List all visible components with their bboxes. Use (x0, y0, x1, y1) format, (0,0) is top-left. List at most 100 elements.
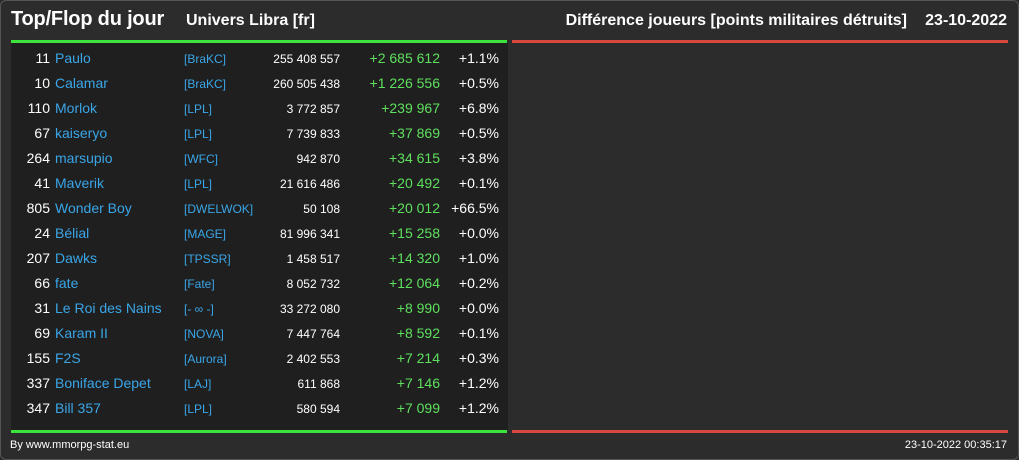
player-points: 3 772 857 (286, 102, 340, 116)
list-item: 110 Morlok [LPL] 3 772 857 +239 967 +6.8% (11, 97, 508, 122)
list-item: 207 Dawks [TPSSR] 1 458 517 +14 320 +1.0% (11, 247, 508, 272)
points-delta-percent: +1.2% (458, 400, 499, 416)
header: Top/Flop du jour Univers Libra [fr] Diff… (0, 0, 1019, 40)
points-delta: +20 012 (389, 200, 440, 216)
points-delta-percent: +0.3% (458, 350, 499, 366)
points-delta: +239 967 (381, 100, 440, 116)
player-name-link[interactable]: Paulo (55, 50, 91, 66)
player-name-link[interactable]: marsupio (55, 150, 113, 166)
alliance-link[interactable]: [NOVA] (184, 327, 224, 341)
player-rank: 110 (27, 100, 50, 116)
points-delta: +2 685 612 (369, 50, 440, 66)
player-rank: 11 (35, 50, 50, 66)
player-points: 50 108 (303, 202, 340, 216)
player-points: 8 052 732 (286, 277, 340, 291)
alliance-link[interactable]: [LPL] (184, 402, 213, 416)
player-name-link[interactable]: fate (55, 275, 79, 291)
player-name-link[interactable]: Le Roi des Nains (55, 300, 162, 316)
points-delta-percent: +0.0% (458, 225, 499, 241)
bottom-divider-red (512, 430, 1008, 433)
list-item: 264 marsupio [WFC] 942 870 +34 615 +3.8% (11, 147, 508, 172)
alliance-link[interactable]: [Aurora] (184, 352, 227, 366)
player-name-link[interactable]: Bélial (55, 225, 90, 241)
player-rank: 24 (34, 225, 50, 241)
points-delta-percent: +0.5% (458, 75, 499, 91)
player-points: 260 505 438 (273, 77, 340, 91)
alliance-link[interactable]: [Fate] (184, 277, 215, 291)
player-name-link[interactable]: Wonder Boy (55, 200, 132, 216)
footer-credit[interactable]: By www.mmorpg-stat.eu (10, 439, 130, 451)
alliance-link[interactable]: [BraKC] (184, 52, 227, 66)
player-rank: 207 (26, 250, 50, 266)
bottom-divider-green (11, 430, 507, 433)
alliance-link[interactable]: [LPL] (184, 177, 213, 191)
player-name-link[interactable]: Boniface Depet (55, 375, 151, 391)
header-date: 23-10-2022 (925, 12, 1007, 29)
player-points: 33 272 080 (279, 302, 340, 316)
alliance-link[interactable]: [MAGE] (184, 227, 227, 241)
alliance-link[interactable]: [TPSSR] (184, 252, 231, 266)
player-points: 611 868 (297, 377, 341, 391)
points-delta-percent: +66.5% (451, 200, 499, 216)
list-item: 66 fate [Fate] 8 052 732 +12 064 +0.2% (11, 272, 508, 297)
page-title: Top/Flop du jour (11, 8, 165, 30)
universe-label: Univers Libra [fr] (186, 12, 315, 29)
points-delta: +8 592 (396, 325, 440, 341)
player-points: 7 447 764 (286, 327, 340, 341)
list-item: 69 Karam II [NOVA] 7 447 764 +8 592 +0.1% (11, 322, 508, 347)
player-name-link[interactable]: Bill 357 (55, 400, 101, 416)
player-name-link[interactable]: F2S (55, 350, 81, 366)
alliance-link[interactable]: [LPL] (184, 127, 213, 141)
points-delta-percent: +0.2% (458, 275, 499, 291)
points-delta: +34 615 (389, 150, 440, 166)
points-delta: +15 258 (389, 225, 440, 241)
list-item: 41 Maverik [LPL] 21 616 486 +20 492 +0.1% (11, 172, 508, 197)
points-delta-percent: +0.0% (458, 300, 499, 316)
top-divider-green (11, 40, 507, 43)
player-name-link[interactable]: Karam II (55, 325, 108, 341)
alliance-link[interactable]: [DWELWOK] (184, 202, 254, 216)
top-panel (11, 43, 508, 430)
player-points: 1 458 517 (286, 252, 340, 266)
player-rank: 10 (34, 75, 50, 91)
points-delta: +7 146 (396, 375, 440, 391)
list-item: 31 Le Roi des Nains [- ∞ -] 33 272 080 +8 99… (11, 297, 508, 322)
points-delta: +7 099 (396, 400, 440, 416)
alliance-link[interactable]: [LAJ] (184, 377, 212, 391)
alliance-link[interactable]: [WFC] (184, 152, 218, 166)
points-delta-percent: +1.1% (458, 50, 499, 66)
player-name-link[interactable]: Morlok (55, 100, 98, 116)
top-list: 11 Paulo [BraKC] 255 408 557 +2 685 612 +1.1%… (11, 47, 508, 422)
alliance-link[interactable]: [BraKC] (184, 77, 227, 91)
points-delta: +1 226 556 (369, 75, 440, 91)
list-item: 67 kaiseryo [LPL] 7 739 833 +37 869 +0.5% (11, 122, 508, 147)
top-divider-red (512, 40, 1008, 43)
player-points: 580 594 (296, 402, 340, 416)
points-delta-percent: +3.8% (458, 150, 499, 166)
player-name-link[interactable]: Calamar (55, 75, 108, 91)
alliance-link[interactable]: [- ∞ -] (184, 302, 214, 316)
points-delta-percent: +0.1% (458, 325, 499, 341)
points-delta: +7 214 (396, 350, 440, 366)
footer-timestamp: 23-10-2022 00:35:17 (904, 439, 1007, 451)
player-name-link[interactable]: Dawks (55, 250, 98, 266)
points-delta-percent: +1.2% (458, 375, 499, 391)
player-rank: 347 (26, 400, 50, 416)
player-rank: 805 (26, 200, 50, 216)
points-delta-percent: +0.5% (458, 125, 499, 141)
player-rank: 41 (34, 175, 50, 191)
player-name-link[interactable]: kaiseryo (55, 125, 108, 141)
alliance-link[interactable]: [LPL] (184, 102, 213, 116)
player-points: 2 402 553 (286, 352, 340, 366)
list-item: 11 Paulo [BraKC] 255 408 557 +2 685 612 +1.1% (11, 47, 508, 72)
player-points: 21 616 486 (279, 177, 340, 191)
flop-panel (512, 43, 1009, 430)
points-delta: +8 990 (396, 300, 440, 316)
points-delta: +37 869 (389, 125, 440, 141)
list-item: 805 Wonder Boy [DWELWOK] 50 108 +20 012 +66.5… (11, 197, 508, 222)
player-rank: 66 (34, 275, 50, 291)
player-rank: 31 (34, 300, 50, 316)
player-rank: 155 (26, 350, 50, 366)
list-item: 347 Bill 357 [LPL] 580 594 +7 099 +1.2% (11, 397, 508, 422)
player-name-link[interactable]: Maverik (55, 175, 105, 191)
